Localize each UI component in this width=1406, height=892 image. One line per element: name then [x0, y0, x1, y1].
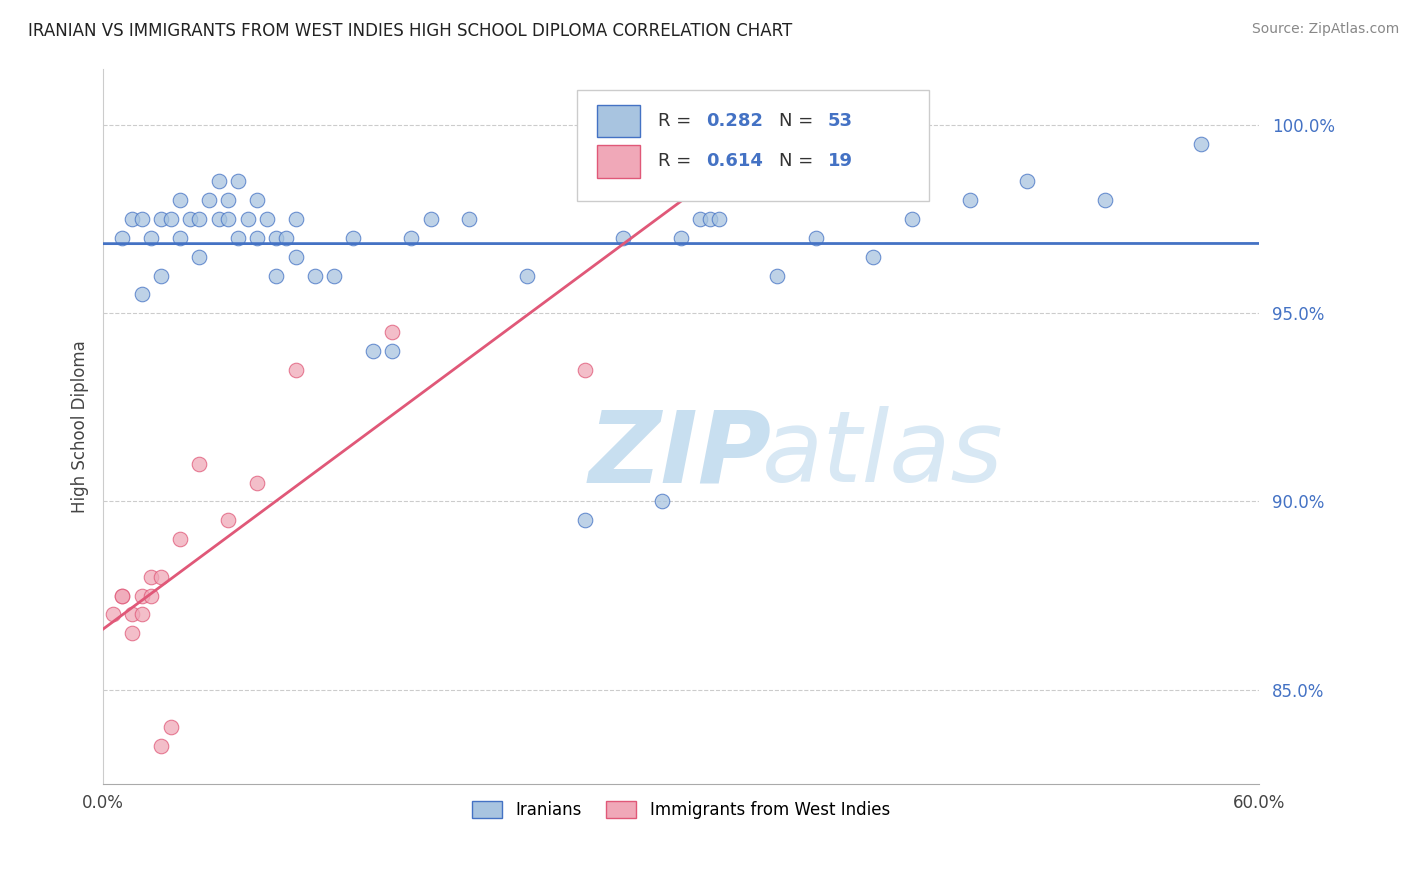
Point — [111, 589, 134, 603]
Point — [246, 475, 269, 490]
Point — [198, 194, 221, 208]
Point — [804, 231, 827, 245]
Point — [516, 268, 538, 283]
Point — [226, 231, 249, 245]
Point — [217, 194, 239, 208]
Point — [121, 607, 143, 622]
Point — [323, 268, 346, 283]
Point — [121, 626, 143, 640]
Point — [689, 212, 711, 227]
Point — [246, 231, 269, 245]
Point — [131, 212, 153, 227]
Point — [256, 212, 278, 227]
Point — [159, 720, 181, 734]
Point — [131, 287, 153, 301]
Point — [699, 212, 721, 227]
Point — [651, 494, 673, 508]
Point — [169, 194, 191, 208]
Point — [188, 457, 211, 471]
Point — [266, 268, 288, 283]
Text: Source: ZipAtlas.com: Source: ZipAtlas.com — [1251, 22, 1399, 37]
Point — [131, 589, 153, 603]
Point — [862, 250, 884, 264]
Point — [188, 250, 211, 264]
Point — [141, 570, 163, 584]
Point — [709, 212, 731, 227]
Point — [1017, 174, 1039, 188]
Text: 0.614: 0.614 — [706, 153, 763, 170]
Text: IRANIAN VS IMMIGRANTS FROM WEST INDIES HIGH SCHOOL DIPLOMA CORRELATION CHART: IRANIAN VS IMMIGRANTS FROM WEST INDIES H… — [28, 22, 793, 40]
Point — [226, 174, 249, 188]
Point — [574, 513, 596, 527]
Point — [141, 231, 163, 245]
Point — [274, 231, 297, 245]
Text: R =: R = — [658, 112, 697, 129]
Point — [101, 607, 124, 622]
Point — [419, 212, 441, 227]
Point — [458, 212, 481, 227]
Text: 53: 53 — [828, 112, 852, 129]
Point — [381, 325, 404, 339]
Point — [574, 362, 596, 376]
Point — [111, 231, 134, 245]
Point — [399, 231, 422, 245]
Point — [612, 231, 634, 245]
Point — [236, 212, 259, 227]
Text: N =: N = — [779, 153, 820, 170]
Point — [901, 212, 924, 227]
Text: N =: N = — [779, 112, 820, 129]
Point — [284, 250, 307, 264]
Point — [169, 532, 191, 546]
FancyBboxPatch shape — [576, 90, 929, 201]
Y-axis label: High School Diploma: High School Diploma — [72, 340, 89, 513]
Point — [169, 231, 191, 245]
Point — [304, 268, 326, 283]
Point — [1094, 194, 1116, 208]
Point — [381, 343, 404, 358]
Text: atlas: atlas — [762, 406, 1004, 503]
Point — [217, 212, 239, 227]
Point — [141, 589, 163, 603]
Point — [361, 343, 384, 358]
Point — [111, 589, 134, 603]
FancyBboxPatch shape — [596, 145, 640, 178]
Point — [284, 212, 307, 227]
Point — [342, 231, 364, 245]
Point — [208, 174, 231, 188]
Point — [149, 268, 172, 283]
Point — [149, 212, 172, 227]
Text: 19: 19 — [828, 153, 852, 170]
Text: R =: R = — [658, 153, 697, 170]
Text: ZIP: ZIP — [589, 406, 772, 503]
Point — [121, 212, 143, 227]
Point — [669, 231, 692, 245]
Point — [284, 362, 307, 376]
Point — [179, 212, 201, 227]
Point — [149, 570, 172, 584]
Point — [959, 194, 981, 208]
Point — [131, 607, 153, 622]
Point — [766, 268, 789, 283]
Point — [149, 739, 172, 753]
Point — [1189, 136, 1212, 151]
Point — [188, 212, 211, 227]
Point — [266, 231, 288, 245]
Text: 0.282: 0.282 — [706, 112, 763, 129]
Point — [217, 513, 239, 527]
Point — [208, 212, 231, 227]
Point — [159, 212, 181, 227]
Legend: Iranians, Immigrants from West Indies: Iranians, Immigrants from West Indies — [465, 794, 897, 825]
FancyBboxPatch shape — [596, 104, 640, 136]
Point — [246, 194, 269, 208]
